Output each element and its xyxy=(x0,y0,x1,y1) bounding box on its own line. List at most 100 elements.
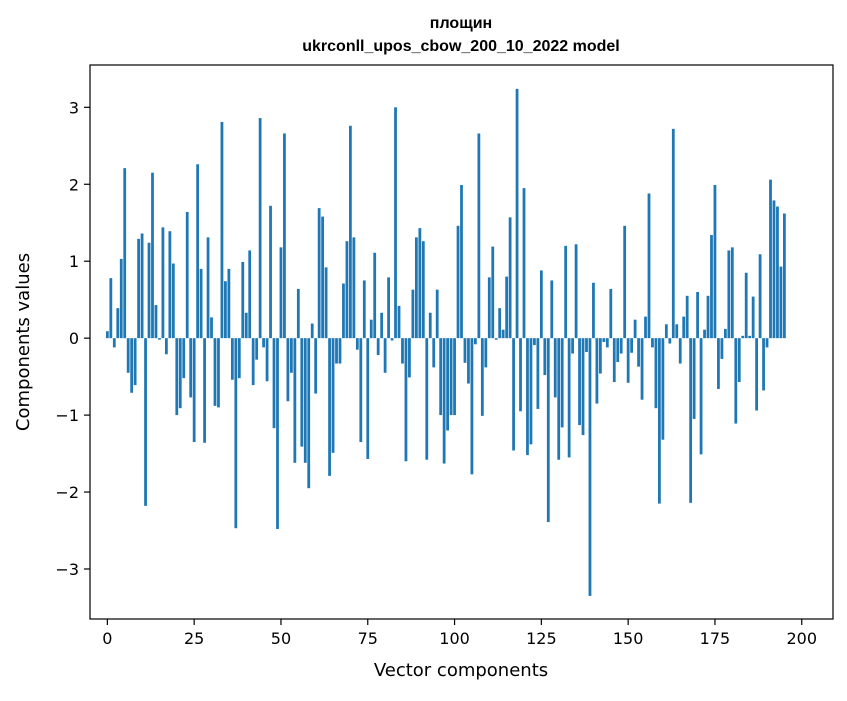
bar xyxy=(574,244,578,339)
bar xyxy=(439,338,443,416)
bar xyxy=(230,338,234,380)
bar xyxy=(210,317,213,339)
bar xyxy=(349,125,352,339)
bar xyxy=(526,338,529,456)
bar xyxy=(387,277,390,339)
bar xyxy=(248,250,252,339)
bar xyxy=(425,338,429,460)
bar xyxy=(408,338,411,378)
bar xyxy=(428,312,432,339)
x-tick-label: 175 xyxy=(700,629,731,648)
y-tick-label: −1 xyxy=(55,406,79,425)
bar xyxy=(585,338,588,352)
bar xyxy=(751,296,755,339)
bar xyxy=(578,338,581,426)
bar xyxy=(269,205,272,339)
bar xyxy=(626,338,630,383)
bar xyxy=(623,225,627,339)
bar xyxy=(553,338,557,398)
bar xyxy=(737,338,741,383)
bar xyxy=(692,338,696,419)
bar xyxy=(592,282,595,339)
bar xyxy=(689,338,693,503)
bar xyxy=(498,308,502,339)
bar xyxy=(126,338,130,373)
bar xyxy=(647,193,651,339)
bar xyxy=(706,295,710,339)
bar xyxy=(258,118,262,339)
bar xyxy=(564,245,568,339)
bar xyxy=(571,338,574,354)
bar xyxy=(303,338,307,463)
bar xyxy=(151,172,154,339)
bar xyxy=(505,276,509,339)
bar xyxy=(164,338,168,355)
bar xyxy=(283,133,286,339)
x-tick-label: 125 xyxy=(526,629,557,648)
bar xyxy=(664,324,668,339)
bar xyxy=(401,338,404,364)
bar xyxy=(560,338,564,428)
bar xyxy=(783,213,786,339)
bar xyxy=(175,338,179,416)
bar xyxy=(612,338,616,383)
bar xyxy=(140,233,144,339)
bar xyxy=(317,208,321,339)
bar xyxy=(307,338,311,489)
y-tick-label: 0 xyxy=(69,329,79,348)
bar xyxy=(755,338,759,411)
bar xyxy=(685,295,689,339)
x-tick-label: 50 xyxy=(271,629,291,648)
bar xyxy=(435,289,439,339)
bar xyxy=(251,338,255,386)
bar xyxy=(300,338,304,447)
bar xyxy=(331,338,335,453)
bar xyxy=(480,338,484,416)
chart-title-line-1: площин xyxy=(430,15,492,32)
bar xyxy=(279,247,283,339)
bar xyxy=(324,267,328,339)
bar xyxy=(598,338,602,374)
bar xyxy=(460,185,463,339)
bar xyxy=(189,338,193,398)
bar xyxy=(373,252,377,339)
bar xyxy=(421,241,425,339)
bar xyxy=(244,312,248,339)
bar xyxy=(543,338,547,376)
y-tick-label: 3 xyxy=(69,98,79,117)
bar xyxy=(539,270,543,339)
x-tick-label: 0 xyxy=(102,629,112,648)
bar xyxy=(137,238,140,339)
x-tick-label: 150 xyxy=(613,629,644,648)
bar xyxy=(144,338,147,506)
bar xyxy=(533,338,536,346)
bar xyxy=(123,168,127,339)
x-tick-label: 100 xyxy=(439,629,470,648)
bar xyxy=(161,227,165,339)
bar xyxy=(727,250,731,339)
bar xyxy=(411,289,415,339)
bar xyxy=(109,278,113,339)
bar xyxy=(453,338,456,416)
bar xyxy=(442,338,446,464)
bar xyxy=(338,338,342,364)
bar xyxy=(703,329,706,339)
x-tick-label: 75 xyxy=(358,629,378,648)
bar xyxy=(342,283,345,339)
bar xyxy=(116,308,120,339)
chart-title-line-2: ukrconll_upos_cbow_200_10_2022 model xyxy=(302,38,619,55)
bar xyxy=(682,316,686,339)
bar xyxy=(474,338,477,345)
bar xyxy=(605,338,609,348)
bar xyxy=(105,331,109,339)
bar xyxy=(675,324,679,339)
bar xyxy=(463,338,467,363)
bar xyxy=(227,268,231,339)
bar xyxy=(355,338,359,350)
bar xyxy=(418,228,422,339)
bar xyxy=(130,338,134,393)
bar xyxy=(237,338,241,379)
bar xyxy=(203,338,206,443)
bar xyxy=(289,338,293,373)
bar xyxy=(185,211,189,339)
